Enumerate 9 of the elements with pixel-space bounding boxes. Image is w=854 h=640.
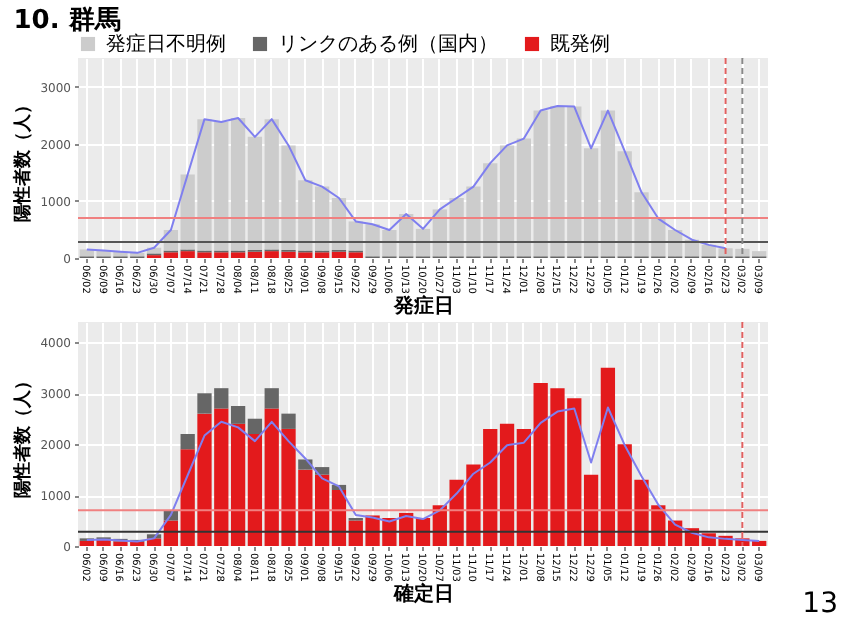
text: 13 [802, 588, 838, 620]
y-axis-title: 陽性者数（人） [12, 96, 35, 222]
y-axis-title: 陽性者数（人） [12, 372, 35, 498]
chart-title: 10. 群馬 [13, 6, 121, 36]
x-axis-title: 確定日 [392, 581, 454, 606]
legend-label: リンクのある例（国内） [278, 32, 498, 56]
legend-label: 発症日不明例 [106, 32, 226, 56]
x-axis-title: 発症日 [392, 293, 454, 318]
legend-label: 既発例 [550, 34, 610, 56]
